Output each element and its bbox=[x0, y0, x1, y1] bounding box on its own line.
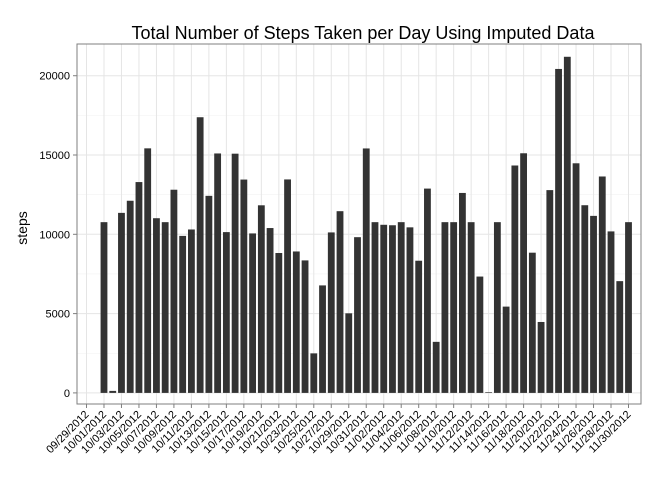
bar bbox=[284, 179, 291, 393]
bar bbox=[458, 192, 466, 393]
bar bbox=[354, 237, 361, 393]
y-tick-label: 20000 bbox=[39, 71, 70, 83]
bar bbox=[537, 321, 545, 393]
bar bbox=[118, 212, 125, 393]
bar bbox=[170, 189, 178, 393]
bar bbox=[327, 232, 335, 393]
bar bbox=[389, 225, 396, 393]
bar bbox=[126, 200, 134, 393]
bar bbox=[502, 306, 510, 393]
bar bbox=[257, 205, 265, 393]
bar bbox=[555, 68, 562, 393]
bar bbox=[100, 222, 108, 393]
bar bbox=[266, 228, 274, 393]
bar bbox=[187, 229, 195, 393]
bar bbox=[153, 218, 160, 393]
bar bbox=[397, 222, 405, 393]
bar bbox=[380, 224, 388, 393]
chart-title: Total Number of Steps Taken per Day Usin… bbox=[132, 23, 596, 43]
bar bbox=[625, 222, 632, 393]
bar bbox=[179, 235, 187, 393]
bar bbox=[432, 341, 440, 393]
bar bbox=[109, 390, 117, 393]
bar bbox=[310, 353, 318, 393]
bar bbox=[563, 56, 571, 393]
bar bbox=[319, 285, 326, 393]
bar bbox=[144, 148, 152, 393]
bar bbox=[441, 222, 449, 393]
bar bbox=[607, 231, 615, 393]
y-tick-label: 10000 bbox=[39, 229, 70, 241]
bar bbox=[205, 195, 213, 393]
bar bbox=[161, 222, 169, 393]
bar bbox=[616, 281, 624, 393]
bar bbox=[476, 276, 484, 393]
bar bbox=[371, 222, 379, 393]
bar bbox=[493, 222, 501, 393]
bars bbox=[100, 56, 632, 393]
x-axis: 09/29/201210/01/201210/03/201210/05/2012… bbox=[44, 404, 634, 456]
y-tick-label: 5000 bbox=[46, 309, 70, 321]
bar bbox=[336, 211, 344, 393]
bar bbox=[362, 148, 370, 393]
bar bbox=[214, 153, 222, 393]
bar bbox=[222, 232, 230, 393]
bar bbox=[581, 205, 589, 393]
bar bbox=[275, 253, 283, 393]
bar bbox=[528, 252, 536, 393]
bar bbox=[249, 233, 257, 393]
bar bbox=[424, 188, 431, 393]
bar bbox=[485, 392, 493, 393]
y-axis: 0 5000 10000 15000 20000 bbox=[39, 71, 77, 400]
bar bbox=[231, 153, 239, 393]
bar bbox=[415, 260, 423, 393]
y-tick-label: 15000 bbox=[39, 150, 70, 162]
bar bbox=[520, 153, 528, 393]
bar bbox=[135, 182, 143, 393]
bar bbox=[546, 190, 554, 393]
bar bbox=[590, 215, 597, 393]
bar bbox=[572, 163, 580, 393]
y-axis-label: steps bbox=[14, 211, 30, 244]
bar bbox=[450, 222, 458, 393]
bar bbox=[467, 222, 475, 393]
y-tick-label: 0 bbox=[64, 388, 70, 400]
plot-panel-border bbox=[76, 43, 642, 405]
bar bbox=[511, 165, 519, 393]
bar bbox=[240, 179, 248, 393]
bar bbox=[406, 227, 414, 393]
bar bbox=[292, 251, 300, 393]
bar bbox=[301, 260, 309, 393]
bar bbox=[345, 313, 353, 393]
bar bbox=[598, 176, 606, 393]
bar bbox=[196, 117, 204, 393]
